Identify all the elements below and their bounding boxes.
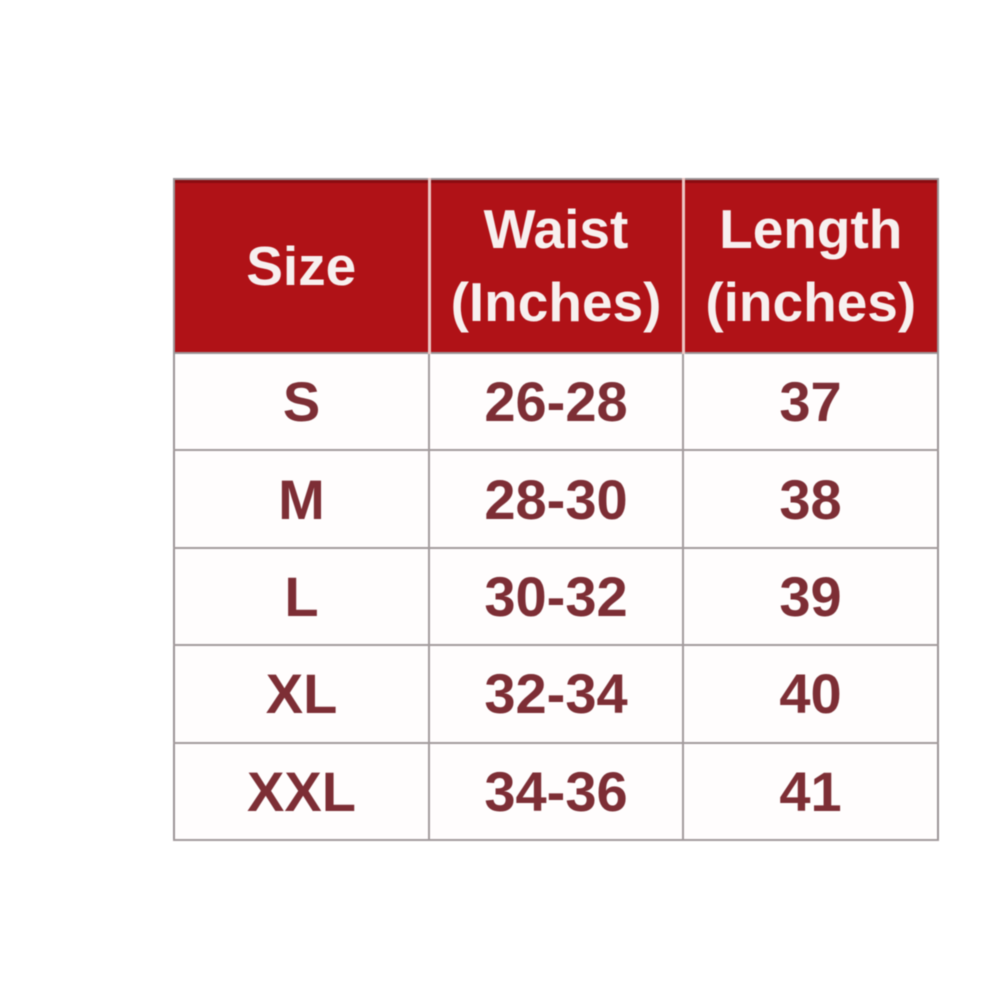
size-chart-table: Size Waist (Inches) Length (inches) S 26…: [173, 178, 939, 842]
cell-length: 41: [682, 742, 938, 842]
cell-length: 39: [682, 547, 938, 647]
cell-waist: 34-36: [428, 742, 683, 842]
cell-size: S: [174, 353, 429, 452]
header-cell-waist: Waist (Inches): [427, 179, 683, 354]
header-waist-label-line1: Waist: [483, 198, 629, 260]
header-cell-length: Length (inches): [681, 179, 938, 354]
cell-waist: 26-28: [428, 353, 683, 452]
cell-waist: 32-34: [428, 645, 683, 744]
header-length-label-line1: Length: [719, 198, 903, 260]
cell-length: 40: [682, 645, 938, 744]
table-row-s: S 26-28 37: [174, 353, 938, 452]
cell-size: XL: [174, 645, 429, 744]
cell-size: L: [174, 547, 429, 647]
cell-length: 38: [682, 450, 938, 549]
table-row-xl: XL 32-34 40: [174, 645, 938, 744]
table-row-l: L 30-32 39: [174, 547, 938, 647]
cell-size: XXL: [174, 742, 429, 842]
header-cell-size: Size: [174, 179, 429, 354]
size-chart-header: Size Waist (Inches) Length (inches): [174, 179, 938, 354]
table-row-m: M 28-30 38: [174, 450, 938, 549]
cell-size: M: [174, 450, 429, 549]
header-row: Size Waist (Inches) Length (inches): [174, 179, 938, 354]
cell-length: 37: [682, 353, 938, 452]
table-row-xxl: XXL 34-36 41: [174, 742, 938, 842]
cell-waist: 28-30: [428, 450, 683, 549]
header-waist-label-line2: (Inches): [450, 271, 662, 333]
header-length-label-line2: (inches): [705, 271, 917, 333]
header-size-label: Size: [246, 234, 357, 297]
size-chart-body: S 26-28 37 M 28-30 38 L 30-32 39 XL 32-3…: [174, 353, 938, 842]
cell-waist: 30-32: [428, 547, 683, 647]
